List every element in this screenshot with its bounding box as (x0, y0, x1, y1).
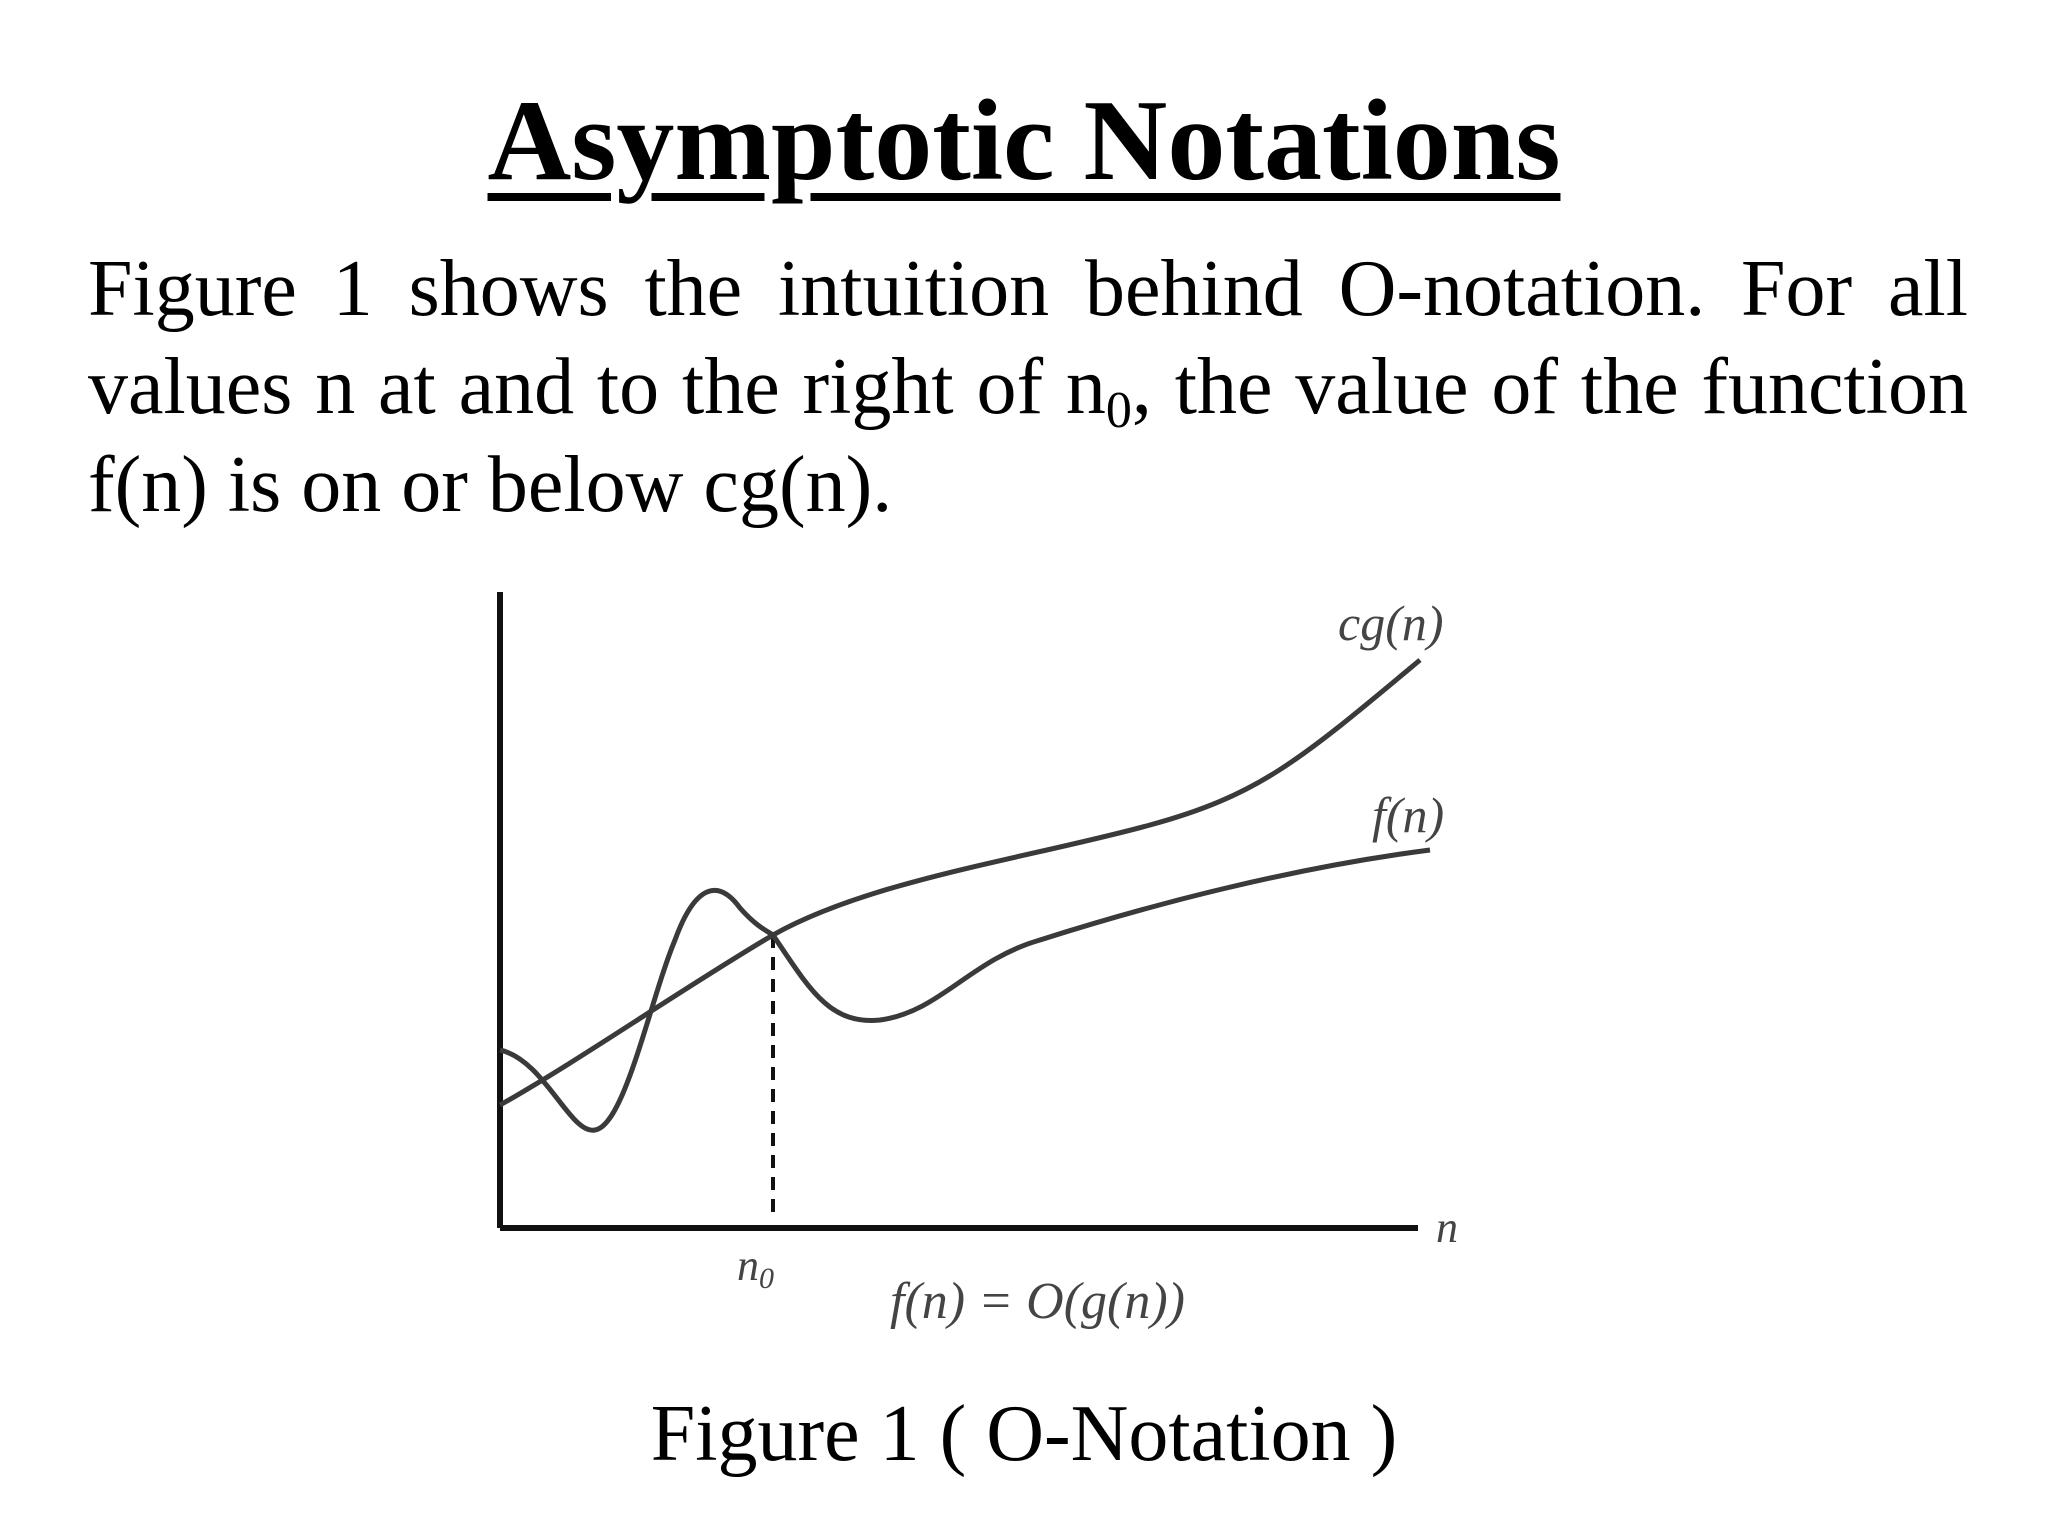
big-o-equation: f(n) = O(g(n)) (890, 1273, 1185, 1330)
f-label: f(n) (1372, 787, 1444, 843)
slide-title: Asymptotic Notations (487, 77, 1561, 205)
cg-label: cg(n) (1338, 595, 1444, 651)
cg-curve (498, 658, 1422, 1108)
figure-caption: Figure 1 ( O-Notation ) (650, 1390, 1398, 1478)
x-axis-label: n (1436, 1203, 1458, 1252)
n0-label-base: n (737, 1241, 759, 1290)
intro-text-end: , the value of the function f(n) is on o… (88, 343, 1969, 529)
n0-label-subscript: 0 (759, 1262, 774, 1295)
n0-subscript: 0 (1105, 382, 1132, 439)
n0-label: n0 (737, 1241, 774, 1295)
intro-text-start: Figure 1 shows the intuition behind O-no… (88, 245, 1968, 431)
f-curve (499, 847, 1431, 1133)
intro-paragraph: Figure 1 shows the intuition behind O-no… (88, 240, 1968, 534)
